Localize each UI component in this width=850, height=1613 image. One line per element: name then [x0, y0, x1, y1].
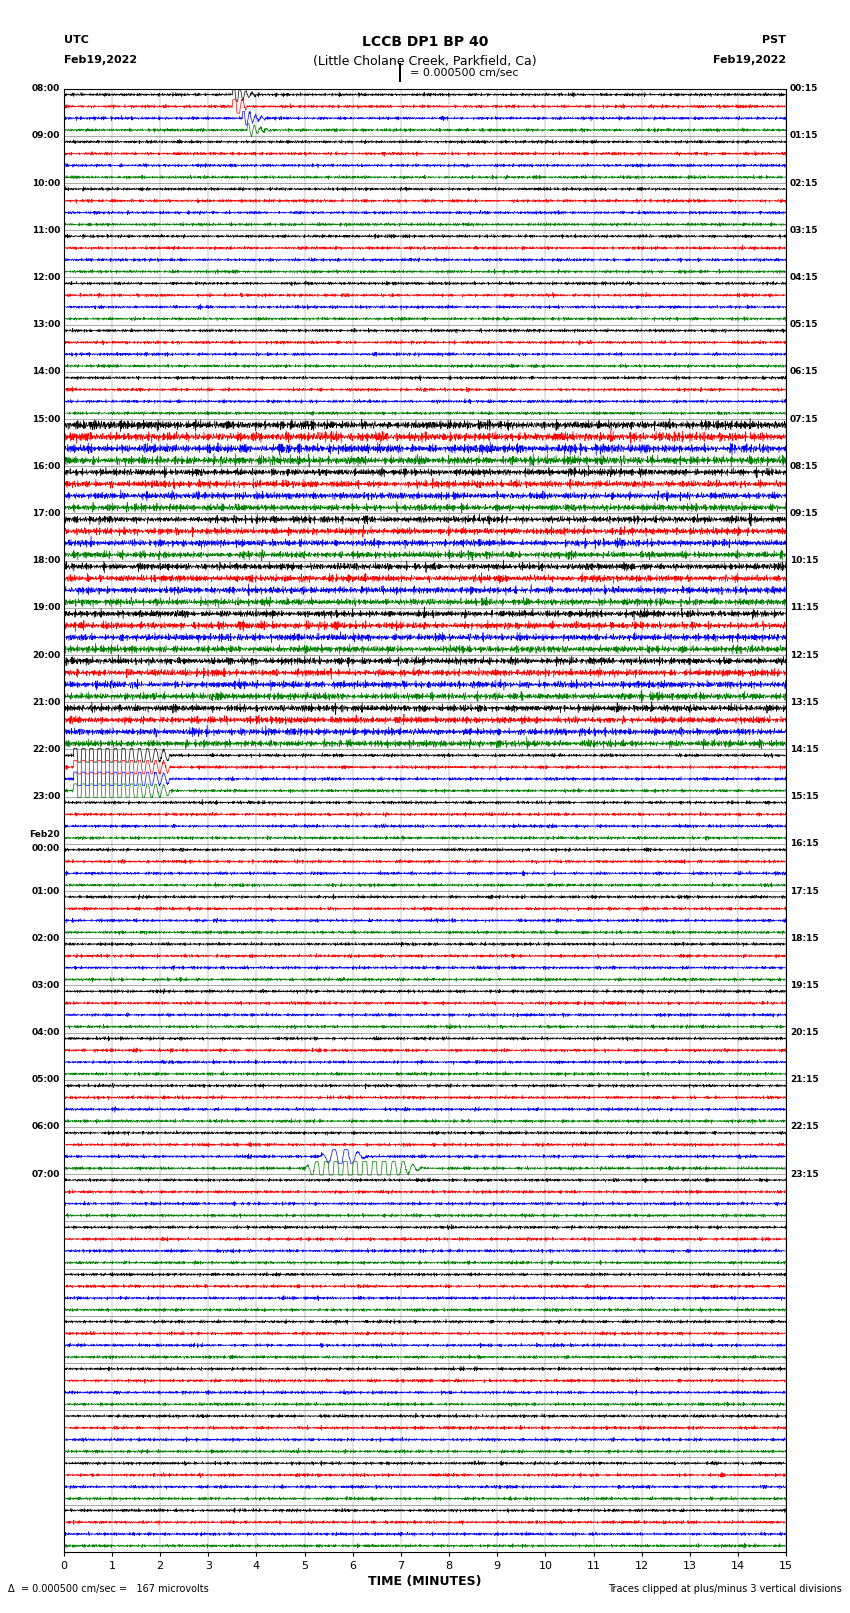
Text: 08:15: 08:15 — [790, 461, 819, 471]
Text: 05:00: 05:00 — [32, 1076, 60, 1084]
Text: Δ  = 0.000500 cm/sec =   167 microvolts: Δ = 0.000500 cm/sec = 167 microvolts — [8, 1584, 209, 1594]
Text: 01:15: 01:15 — [790, 131, 819, 140]
Text: 14:15: 14:15 — [790, 745, 819, 753]
Text: 19:15: 19:15 — [790, 981, 819, 990]
Text: Feb19,2022: Feb19,2022 — [713, 55, 786, 65]
Text: 04:15: 04:15 — [790, 273, 819, 282]
Text: 11:00: 11:00 — [31, 226, 60, 235]
Text: PST: PST — [762, 35, 786, 45]
Text: 22:00: 22:00 — [31, 745, 60, 753]
Text: 04:00: 04:00 — [31, 1027, 60, 1037]
Text: 21:00: 21:00 — [31, 698, 60, 706]
Text: 16:15: 16:15 — [790, 839, 819, 848]
Text: 03:15: 03:15 — [790, 226, 819, 235]
Text: 15:00: 15:00 — [31, 415, 60, 424]
Text: 14:00: 14:00 — [31, 368, 60, 376]
Text: 12:15: 12:15 — [790, 650, 819, 660]
Text: 13:15: 13:15 — [790, 698, 819, 706]
X-axis label: TIME (MINUTES): TIME (MINUTES) — [368, 1574, 482, 1587]
Text: 11:15: 11:15 — [790, 603, 819, 613]
Text: 13:00: 13:00 — [31, 321, 60, 329]
Text: 12:00: 12:00 — [31, 273, 60, 282]
Text: Traces clipped at plus/minus 3 vertical divisions: Traces clipped at plus/minus 3 vertical … — [608, 1584, 842, 1594]
Text: 08:00: 08:00 — [32, 84, 60, 94]
Text: 20:00: 20:00 — [32, 650, 60, 660]
Text: 20:15: 20:15 — [790, 1027, 819, 1037]
Text: 02:00: 02:00 — [32, 934, 60, 942]
Text: 10:00: 10:00 — [32, 179, 60, 187]
Text: 17:15: 17:15 — [790, 887, 819, 895]
Text: UTC: UTC — [64, 35, 88, 45]
Text: 07:15: 07:15 — [790, 415, 819, 424]
Text: 03:00: 03:00 — [32, 981, 60, 990]
Text: 05:15: 05:15 — [790, 321, 819, 329]
Text: 17:00: 17:00 — [31, 510, 60, 518]
Text: 01:00: 01:00 — [32, 887, 60, 895]
Text: Feb19,2022: Feb19,2022 — [64, 55, 137, 65]
Text: 18:00: 18:00 — [31, 556, 60, 565]
Text: = 0.000500 cm/sec: = 0.000500 cm/sec — [410, 68, 518, 77]
Text: 21:15: 21:15 — [790, 1076, 819, 1084]
Text: 06:00: 06:00 — [32, 1123, 60, 1131]
Text: 23:15: 23:15 — [790, 1169, 819, 1179]
Text: 23:00: 23:00 — [31, 792, 60, 802]
Text: 07:00: 07:00 — [31, 1169, 60, 1179]
Text: 10:15: 10:15 — [790, 556, 819, 565]
Text: 18:15: 18:15 — [790, 934, 819, 942]
Text: 00:15: 00:15 — [790, 84, 819, 94]
Text: 19:00: 19:00 — [31, 603, 60, 613]
Text: LCCB DP1 BP 40: LCCB DP1 BP 40 — [362, 35, 488, 50]
Text: 22:15: 22:15 — [790, 1123, 819, 1131]
Text: 15:15: 15:15 — [790, 792, 819, 802]
Text: 09:15: 09:15 — [790, 510, 819, 518]
Text: Feb20: Feb20 — [30, 831, 60, 839]
Text: 00:00: 00:00 — [32, 844, 60, 853]
Text: (Little Cholane Creek, Parkfield, Ca): (Little Cholane Creek, Parkfield, Ca) — [313, 55, 537, 68]
Text: 16:00: 16:00 — [31, 461, 60, 471]
Text: 06:15: 06:15 — [790, 368, 819, 376]
Text: 09:00: 09:00 — [31, 131, 60, 140]
Text: 02:15: 02:15 — [790, 179, 819, 187]
